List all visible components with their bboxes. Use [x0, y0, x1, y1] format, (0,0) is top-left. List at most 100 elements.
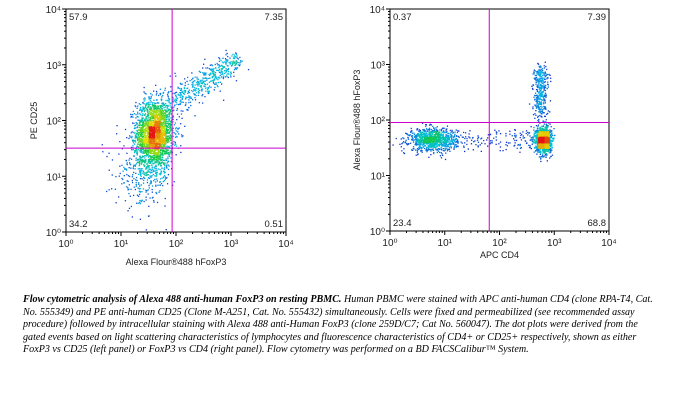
event-dot: [438, 140, 440, 142]
event-dot: [540, 94, 543, 96]
event-dot: [153, 154, 155, 157]
event-dot: [148, 155, 150, 157]
event-dot: [172, 115, 174, 117]
event-dot: [143, 133, 145, 135]
event-dot: [140, 111, 143, 113]
event-dot: [155, 138, 158, 140]
event-dot: [126, 162, 128, 164]
event-dot: [143, 107, 146, 109]
event-dot: [163, 109, 165, 112]
event-dot: [146, 135, 148, 137]
event-dot: [189, 80, 191, 82]
event-dot: [159, 131, 161, 133]
event-dot: [148, 108, 150, 110]
event-dot: [538, 151, 541, 154]
event-dot: [139, 156, 141, 159]
event-dot: [139, 133, 141, 135]
event-dot: [174, 143, 176, 145]
event-dot: [148, 149, 150, 151]
event-dot: [446, 150, 449, 152]
event-dot: [154, 112, 156, 114]
event-dot: [541, 75, 543, 78]
x-tick-label: 10⁰: [58, 239, 73, 250]
event-dot: [150, 121, 152, 124]
event-dot: [167, 100, 169, 102]
event-dot: [424, 129, 426, 132]
event-dot: [160, 121, 163, 123]
event-dot: [451, 139, 453, 141]
event-dot: [166, 114, 168, 116]
event-dot: [166, 116, 169, 118]
event-dot: [405, 132, 407, 134]
event-dot: [415, 142, 417, 144]
event-dot: [155, 140, 157, 143]
event-dot: [133, 164, 135, 166]
event-dot: [140, 175, 142, 178]
event-dot: [150, 113, 152, 115]
event-dot: [452, 131, 455, 133]
event-dot: [466, 143, 468, 146]
event-dot: [144, 172, 147, 174]
event-dot: [219, 90, 221, 92]
event-dot: [143, 173, 145, 175]
event-dot: [141, 124, 143, 126]
event-dot: [167, 141, 169, 144]
event-dot: [164, 129, 166, 131]
event-dot: [204, 58, 206, 60]
event-dot: [126, 180, 128, 182]
event-dot: [218, 66, 220, 68]
event-dot: [170, 148, 173, 150]
event-dot: [137, 149, 140, 151]
event-dot: [437, 148, 439, 150]
event-dot: [152, 196, 154, 198]
event-dot: [166, 148, 168, 151]
event-dot: [163, 140, 165, 143]
event-dot: [545, 126, 548, 128]
event-dot: [146, 133, 149, 135]
event-dot: [453, 148, 455, 150]
event-dot: [553, 128, 555, 130]
event-dot: [156, 174, 158, 176]
event-dot: [502, 150, 504, 152]
event-dot: [225, 63, 227, 65]
event-dot: [532, 140, 534, 142]
event-dot: [141, 146, 143, 148]
event-dot: [519, 143, 521, 146]
event-dot: [543, 67, 546, 69]
event-dot: [548, 73, 550, 76]
event-dot: [141, 162, 143, 164]
event-dot: [145, 229, 147, 231]
event-dot: [545, 119, 547, 121]
event-dot: [147, 164, 149, 167]
event-dot: [210, 73, 212, 75]
event-dot: [464, 142, 466, 144]
event-dot: [519, 147, 522, 149]
event-dot: [149, 143, 151, 146]
event-dot: [145, 117, 147, 119]
event-dot: [542, 120, 545, 122]
event-dot: [143, 86, 145, 89]
event-dot: [418, 130, 420, 132]
event-dot: [520, 147, 522, 149]
event-dot: [537, 84, 539, 86]
event-dot: [544, 76, 546, 78]
event-dot: [165, 117, 168, 119]
event-dot: [551, 146, 553, 149]
event-dot: [122, 178, 124, 181]
event-dot: [433, 130, 435, 132]
event-dot: [535, 141, 537, 144]
event-dot: [430, 141, 432, 143]
event-dot: [422, 138, 424, 141]
event-dot: [159, 113, 162, 115]
event-dot: [147, 139, 149, 141]
event-dot: [411, 149, 413, 151]
event-dot: [163, 145, 165, 148]
event-dot: [144, 121, 146, 123]
event-dot: [429, 146, 431, 148]
event-dot: [550, 136, 553, 138]
event-dot: [163, 169, 166, 171]
event-dot: [233, 69, 236, 71]
event-dot: [536, 127, 539, 129]
event-dot: [435, 145, 438, 147]
event-dot: [428, 147, 430, 149]
